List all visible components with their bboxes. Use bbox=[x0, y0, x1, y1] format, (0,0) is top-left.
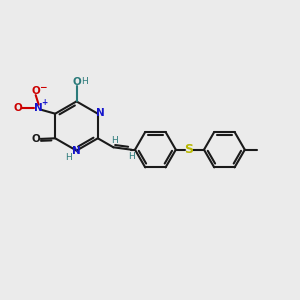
Text: N: N bbox=[34, 103, 43, 113]
Text: H: H bbox=[82, 77, 88, 86]
Text: O: O bbox=[32, 134, 40, 144]
Text: H: H bbox=[65, 153, 71, 162]
Text: O: O bbox=[31, 86, 40, 96]
Text: H: H bbox=[111, 136, 117, 145]
Text: N: N bbox=[96, 108, 105, 118]
Text: +: + bbox=[41, 98, 47, 107]
Text: −: − bbox=[38, 83, 46, 92]
Text: N: N bbox=[72, 146, 81, 156]
Text: H: H bbox=[128, 152, 135, 161]
Text: O: O bbox=[14, 103, 23, 113]
Text: O: O bbox=[72, 76, 81, 87]
Text: S: S bbox=[184, 143, 193, 156]
